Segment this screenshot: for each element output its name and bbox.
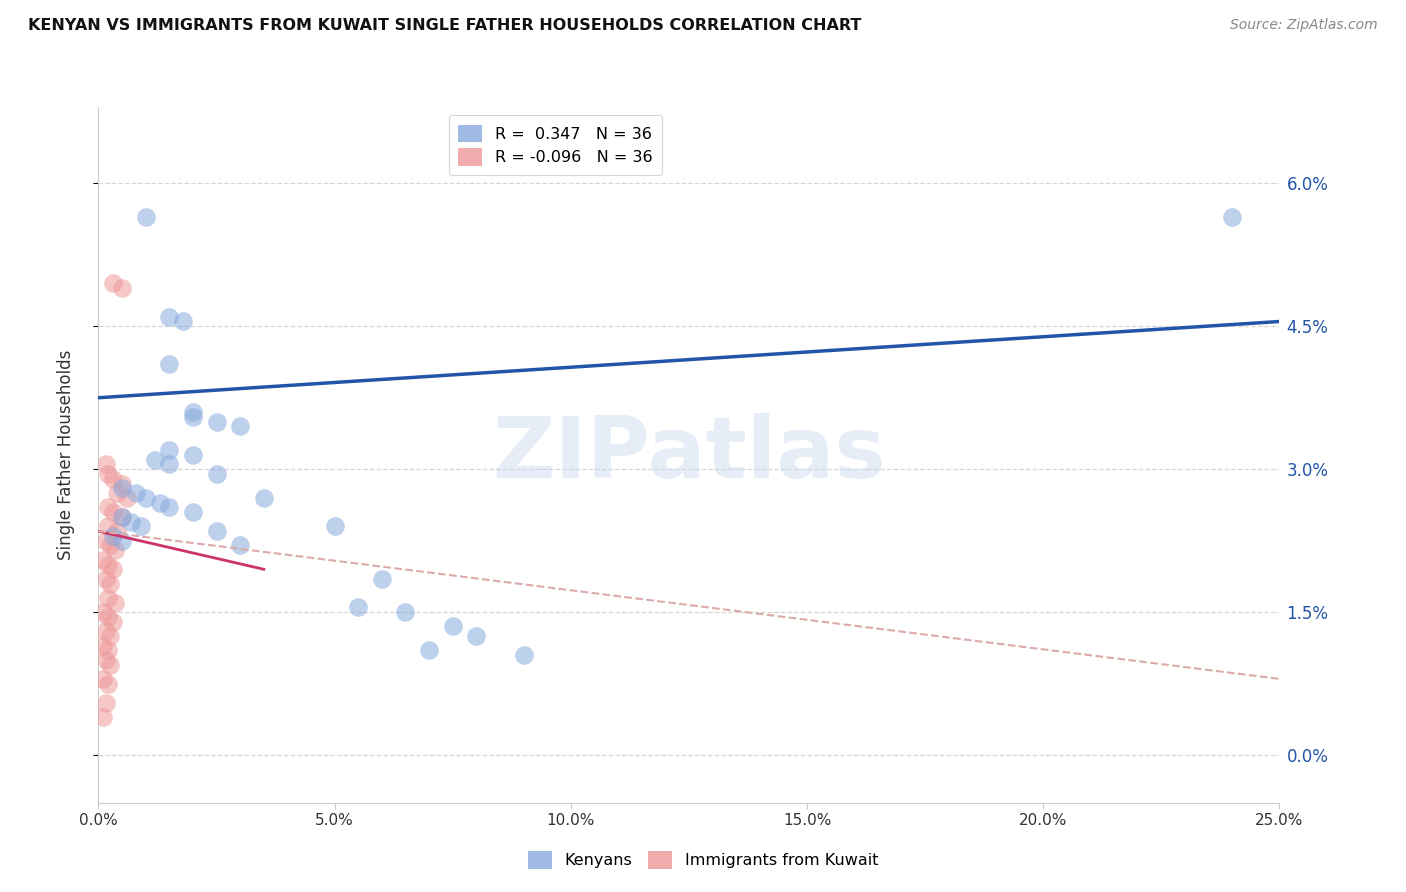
Point	[121, 515, 143, 529]
Point	[101, 277, 124, 291]
Point	[157, 310, 180, 324]
Point	[91, 710, 114, 724]
Legend: Kenyans, Immigrants from Kuwait: Kenyans, Immigrants from Kuwait	[522, 845, 884, 875]
Point	[104, 596, 127, 610]
Point	[135, 210, 157, 224]
Point	[98, 657, 121, 672]
Point	[143, 452, 166, 467]
Point	[97, 610, 120, 624]
Point	[135, 491, 157, 505]
Point	[465, 629, 488, 643]
Point	[101, 562, 124, 576]
Point	[157, 458, 180, 472]
Point	[181, 405, 204, 419]
Point	[172, 314, 194, 328]
Point	[91, 553, 114, 567]
Y-axis label: Single Father Households: Single Father Households	[56, 350, 75, 560]
Point	[97, 519, 120, 533]
Point	[91, 672, 114, 686]
Point	[253, 491, 276, 505]
Point	[229, 539, 252, 553]
Point	[94, 696, 117, 710]
Point	[104, 543, 127, 558]
Point	[97, 676, 120, 690]
Point	[441, 619, 464, 633]
Point	[94, 624, 117, 639]
Point	[97, 500, 120, 515]
Point	[97, 643, 120, 657]
Point	[101, 529, 124, 543]
Point	[97, 558, 120, 572]
Point	[181, 505, 204, 519]
Point	[181, 409, 204, 424]
Point	[105, 486, 128, 500]
Point	[149, 495, 172, 509]
Point	[101, 505, 124, 519]
Point	[205, 524, 228, 538]
Point	[371, 572, 394, 586]
Point	[98, 576, 121, 591]
Point	[94, 653, 117, 667]
Point	[229, 419, 252, 434]
Point	[111, 476, 134, 491]
Point	[101, 615, 124, 629]
Point	[94, 458, 117, 472]
Point	[125, 486, 148, 500]
Point	[105, 524, 128, 538]
Point	[101, 472, 124, 486]
Point	[418, 643, 440, 657]
Point	[157, 357, 180, 371]
Legend: R =  0.347   N = 36, R = -0.096   N = 36: R = 0.347 N = 36, R = -0.096 N = 36	[449, 115, 662, 176]
Text: Source: ZipAtlas.com: Source: ZipAtlas.com	[1230, 18, 1378, 32]
Text: KENYAN VS IMMIGRANTS FROM KUWAIT SINGLE FATHER HOUSEHOLDS CORRELATION CHART: KENYAN VS IMMIGRANTS FROM KUWAIT SINGLE …	[28, 18, 862, 33]
Point	[111, 509, 134, 524]
Point	[91, 605, 114, 619]
Point	[347, 600, 370, 615]
Point	[157, 500, 180, 515]
Text: ZIPatlas: ZIPatlas	[492, 413, 886, 497]
Point	[98, 629, 121, 643]
Point	[157, 443, 180, 458]
Point	[129, 519, 152, 533]
Point	[94, 572, 117, 586]
Point	[115, 491, 138, 505]
Point	[111, 281, 134, 295]
Point	[111, 509, 134, 524]
Point	[91, 639, 114, 653]
Point	[98, 539, 121, 553]
Point	[1220, 210, 1243, 224]
Point	[94, 533, 117, 548]
Point	[111, 481, 134, 495]
Point	[394, 605, 416, 619]
Point	[205, 467, 228, 481]
Point	[111, 533, 134, 548]
Point	[181, 448, 204, 462]
Point	[97, 591, 120, 605]
Point	[323, 519, 346, 533]
Point	[512, 648, 534, 662]
Point	[97, 467, 120, 481]
Point	[205, 415, 228, 429]
